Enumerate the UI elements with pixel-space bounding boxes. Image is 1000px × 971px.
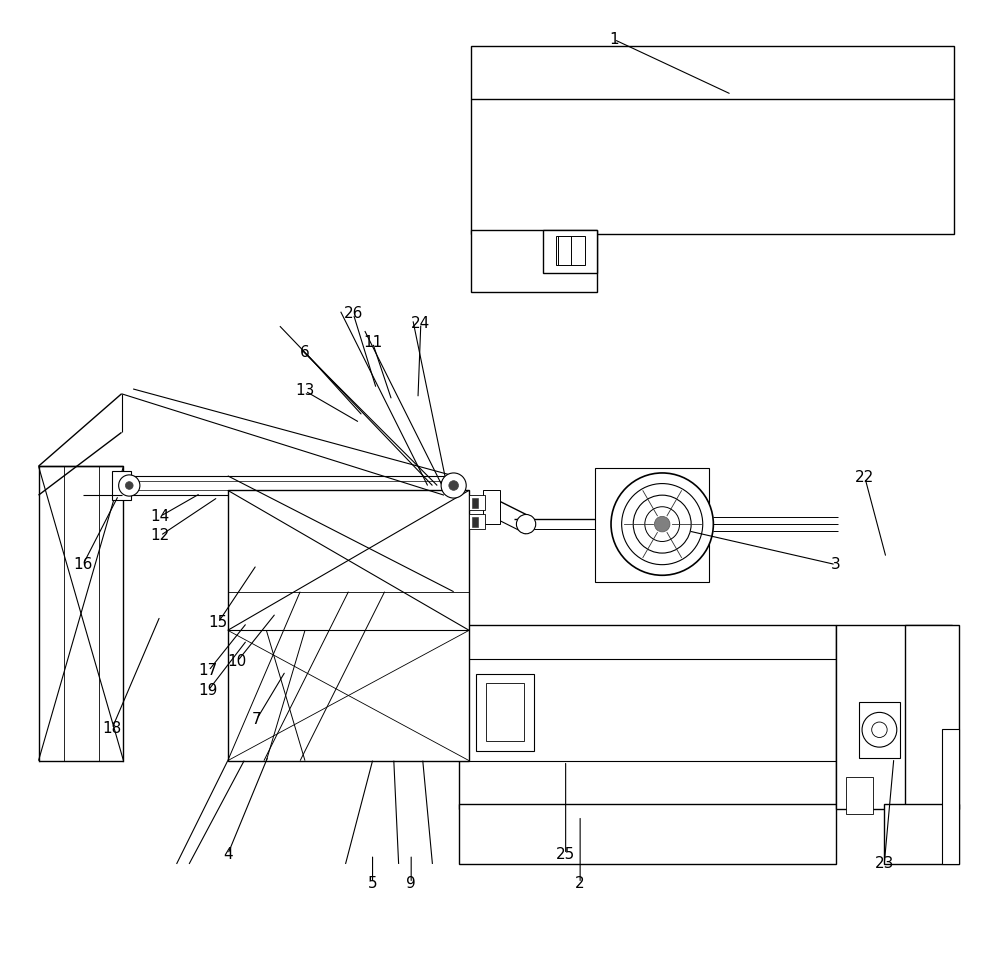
Bar bbox=[472, 498, 478, 508]
Text: 23: 23 bbox=[875, 856, 894, 871]
Text: 5: 5 bbox=[368, 876, 377, 890]
Circle shape bbox=[645, 507, 680, 542]
Bar bbox=[459, 804, 836, 864]
Text: 12: 12 bbox=[151, 528, 170, 543]
Text: 16: 16 bbox=[73, 557, 93, 572]
Bar bbox=[459, 625, 836, 809]
Bar bbox=[884, 804, 959, 864]
Bar bbox=[469, 515, 485, 529]
Text: 2: 2 bbox=[575, 876, 585, 890]
Bar bbox=[471, 230, 597, 292]
Text: 4: 4 bbox=[223, 847, 233, 862]
Text: 15: 15 bbox=[208, 615, 228, 630]
Circle shape bbox=[125, 482, 133, 489]
Text: 22: 22 bbox=[855, 470, 875, 486]
Circle shape bbox=[622, 484, 703, 565]
Text: 11: 11 bbox=[363, 335, 382, 351]
Circle shape bbox=[441, 473, 466, 498]
Circle shape bbox=[611, 473, 713, 575]
Circle shape bbox=[654, 517, 670, 532]
Bar bbox=[836, 625, 952, 809]
Bar bbox=[859, 702, 900, 757]
Bar bbox=[543, 230, 597, 273]
Bar bbox=[942, 729, 959, 864]
Text: 10: 10 bbox=[228, 653, 247, 669]
Bar bbox=[595, 468, 709, 582]
Bar bbox=[846, 777, 873, 814]
Text: 1: 1 bbox=[609, 32, 619, 47]
Circle shape bbox=[872, 722, 887, 738]
Text: 17: 17 bbox=[199, 663, 218, 679]
Text: 6: 6 bbox=[300, 345, 310, 360]
Bar bbox=[469, 495, 485, 510]
Bar bbox=[556, 236, 585, 265]
Circle shape bbox=[119, 475, 140, 496]
Bar bbox=[472, 518, 478, 527]
Circle shape bbox=[449, 481, 458, 490]
Bar bbox=[483, 490, 500, 524]
Text: 24: 24 bbox=[411, 316, 430, 331]
Text: 26: 26 bbox=[344, 306, 363, 321]
Bar bbox=[486, 684, 524, 741]
Text: 7: 7 bbox=[252, 712, 262, 726]
Circle shape bbox=[633, 495, 691, 553]
Text: 19: 19 bbox=[199, 683, 218, 698]
Bar bbox=[122, 476, 454, 495]
Circle shape bbox=[862, 713, 897, 747]
Text: 9: 9 bbox=[406, 876, 416, 890]
Bar bbox=[112, 471, 131, 500]
Bar bbox=[228, 490, 469, 760]
Text: 3: 3 bbox=[831, 557, 841, 572]
Bar bbox=[476, 674, 534, 751]
Bar bbox=[471, 47, 954, 234]
Bar bbox=[905, 625, 959, 809]
Text: 18: 18 bbox=[102, 721, 122, 736]
Text: 25: 25 bbox=[556, 847, 575, 862]
Circle shape bbox=[516, 515, 536, 534]
Text: 13: 13 bbox=[295, 384, 315, 398]
Text: 14: 14 bbox=[151, 509, 170, 524]
